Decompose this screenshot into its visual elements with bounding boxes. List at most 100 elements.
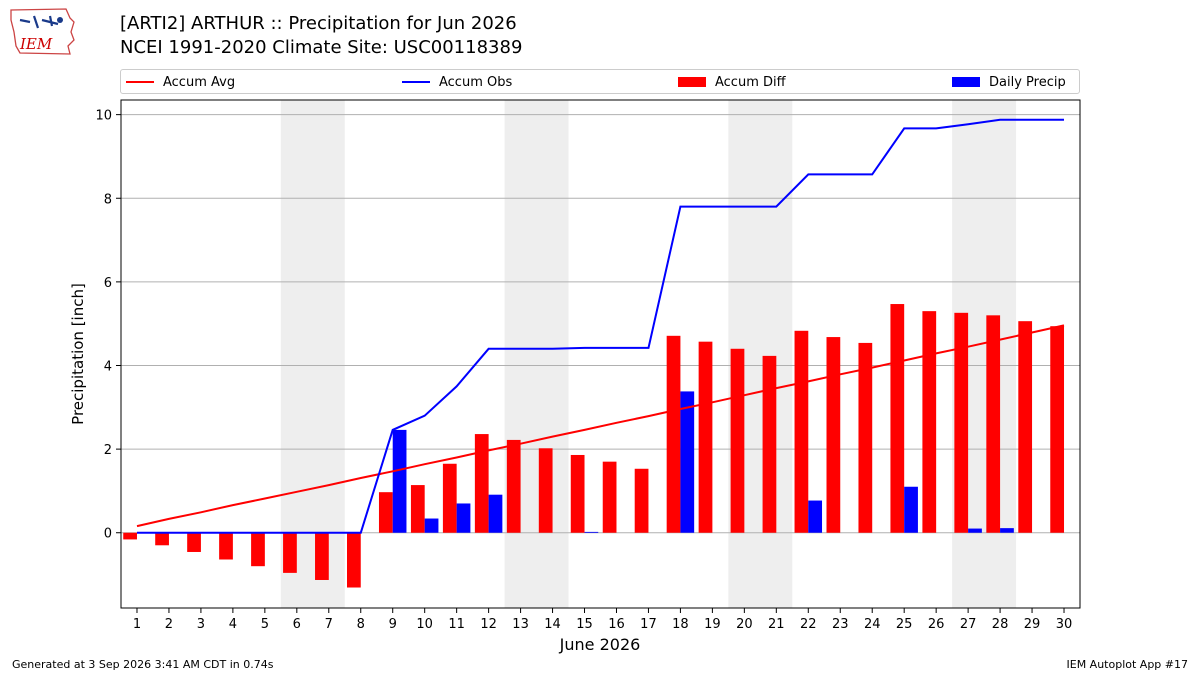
y-tick-label: 10 [95,109,112,124]
x-tick-label: 9 [389,617,397,632]
legend-swatch [678,77,706,87]
accum-diff-bar [1050,326,1065,533]
x-tick-label: 2 [165,617,173,632]
weekend-shade-band [952,100,1017,608]
daily-precip-bar [584,531,599,533]
x-tick-label: 22 [800,617,817,632]
legend-swatch [126,81,154,83]
y-tick-label: 8 [104,192,112,207]
y-tick-label: 6 [104,276,112,291]
accum-diff-bar [378,492,393,533]
x-tick-label: 10 [416,617,433,632]
weekend-shade-band [280,100,345,608]
x-tick-label: 24 [864,617,881,632]
accum-diff-bar [155,532,169,546]
x-axis-label: June 2026 [559,635,641,654]
x-tick-label: 25 [896,617,913,632]
legend-item-accum-avg: Accum Avg [126,73,235,91]
x-tick-label: 4 [229,617,237,632]
accum-diff-bar [219,532,233,560]
legend-item-accum-obs: Accum Obs [402,73,512,91]
accum-diff-bar [251,532,265,567]
bars [123,304,1065,588]
x-tick-label: 21 [768,617,785,632]
accum-diff-bar [826,337,841,533]
weekend-shading [280,100,1017,608]
x-tick-label: 20 [736,617,753,632]
accum-diff-bar [634,468,649,533]
accum-diff-bar [698,341,713,533]
weekend-shade-band [728,100,793,608]
y-tick-label: 2 [104,443,112,458]
daily-precip-bar [488,494,503,533]
accum-diff-bar [858,342,873,533]
accum-diff-bar [442,463,457,533]
legend-label: Accum Avg [163,74,236,90]
weather-instruments-icon [19,15,59,29]
accum-diff-bar [602,461,617,533]
app-label: IEM Autoplot App #17 [1066,658,1189,671]
x-tick-label: 23 [832,617,849,632]
accum-diff-bar [315,532,329,580]
accum-diff-bar [410,485,425,533]
accum-diff-bar [954,312,969,533]
iem-logo: IEM [10,8,75,55]
daily-precip-bar [392,429,407,533]
weekend-shade-band [504,100,569,608]
legend-swatch [952,77,980,87]
gridlines [121,114,1080,534]
sensor-icon [57,17,63,23]
legend-item-daily-precip: Daily Precip [952,73,1066,91]
daily-precip-bar [968,528,982,533]
x-tick-label: 18 [672,617,689,632]
legend-item-accum-diff: Accum Diff [678,73,786,91]
accum-diff-bar [762,355,777,533]
y-tick-label: 0 [104,527,112,542]
generated-timestamp: Generated at 3 Sep 2026 3:41 AM CDT in 0… [12,658,274,671]
x-tick-label: 1 [133,617,141,632]
daily-precip-bar [904,486,918,533]
accum-diff-bar [538,448,553,533]
accum-diff-bar [347,532,361,588]
legend: Accum Avg Accum Obs Accum Diff Daily Pre… [120,69,1080,94]
x-tick-label: 27 [960,617,977,632]
x-tick-label: 3 [197,617,205,632]
y-tick-label: 4 [104,359,112,374]
plot-frame [120,99,1081,609]
legend-label: Accum Obs [439,74,513,90]
legend-label: Daily Precip [989,74,1066,90]
x-tick-label: 28 [992,617,1009,632]
accum-avg-line [136,324,1065,528]
x-tick-label: 5 [261,617,269,632]
x-tick-label: 14 [544,617,561,632]
accum-diff-bar [570,454,585,533]
accum-diff-bar [794,330,809,533]
accum-diff-bar [474,434,489,533]
daily-precip-bar [808,500,823,533]
daily-precip-bar [456,503,471,533]
x-tick-label: 13 [512,617,529,632]
chart-title: [ARTI2] ARTHUR :: Precipitation for Jun … [120,13,517,34]
x-tick-label: 30 [1056,617,1073,632]
logo-text: IEM [19,35,53,53]
accum-diff-bar [986,315,1001,533]
legend-swatch [402,81,430,83]
iowa-outline-icon [10,8,75,55]
daily-precip-bar [424,518,439,533]
accum-diff-bar [123,532,137,540]
x-tick-label: 12 [480,617,497,632]
x-tick-label: 11 [448,617,465,632]
x-tick-label: 17 [640,617,657,632]
daily-precip-bar [680,391,695,533]
accum-diff-bar [1018,321,1033,533]
x-tick-label: 15 [576,617,593,632]
x-tick-label: 6 [293,617,301,632]
daily-precip-bar [1000,528,1014,533]
y-axis-label: Precipitation [inch] [69,283,87,425]
x-tick-label: 26 [928,617,945,632]
x-tick-label: 29 [1024,617,1041,632]
x-tick-label: 19 [704,617,721,632]
accum-diff-bar [890,304,905,533]
